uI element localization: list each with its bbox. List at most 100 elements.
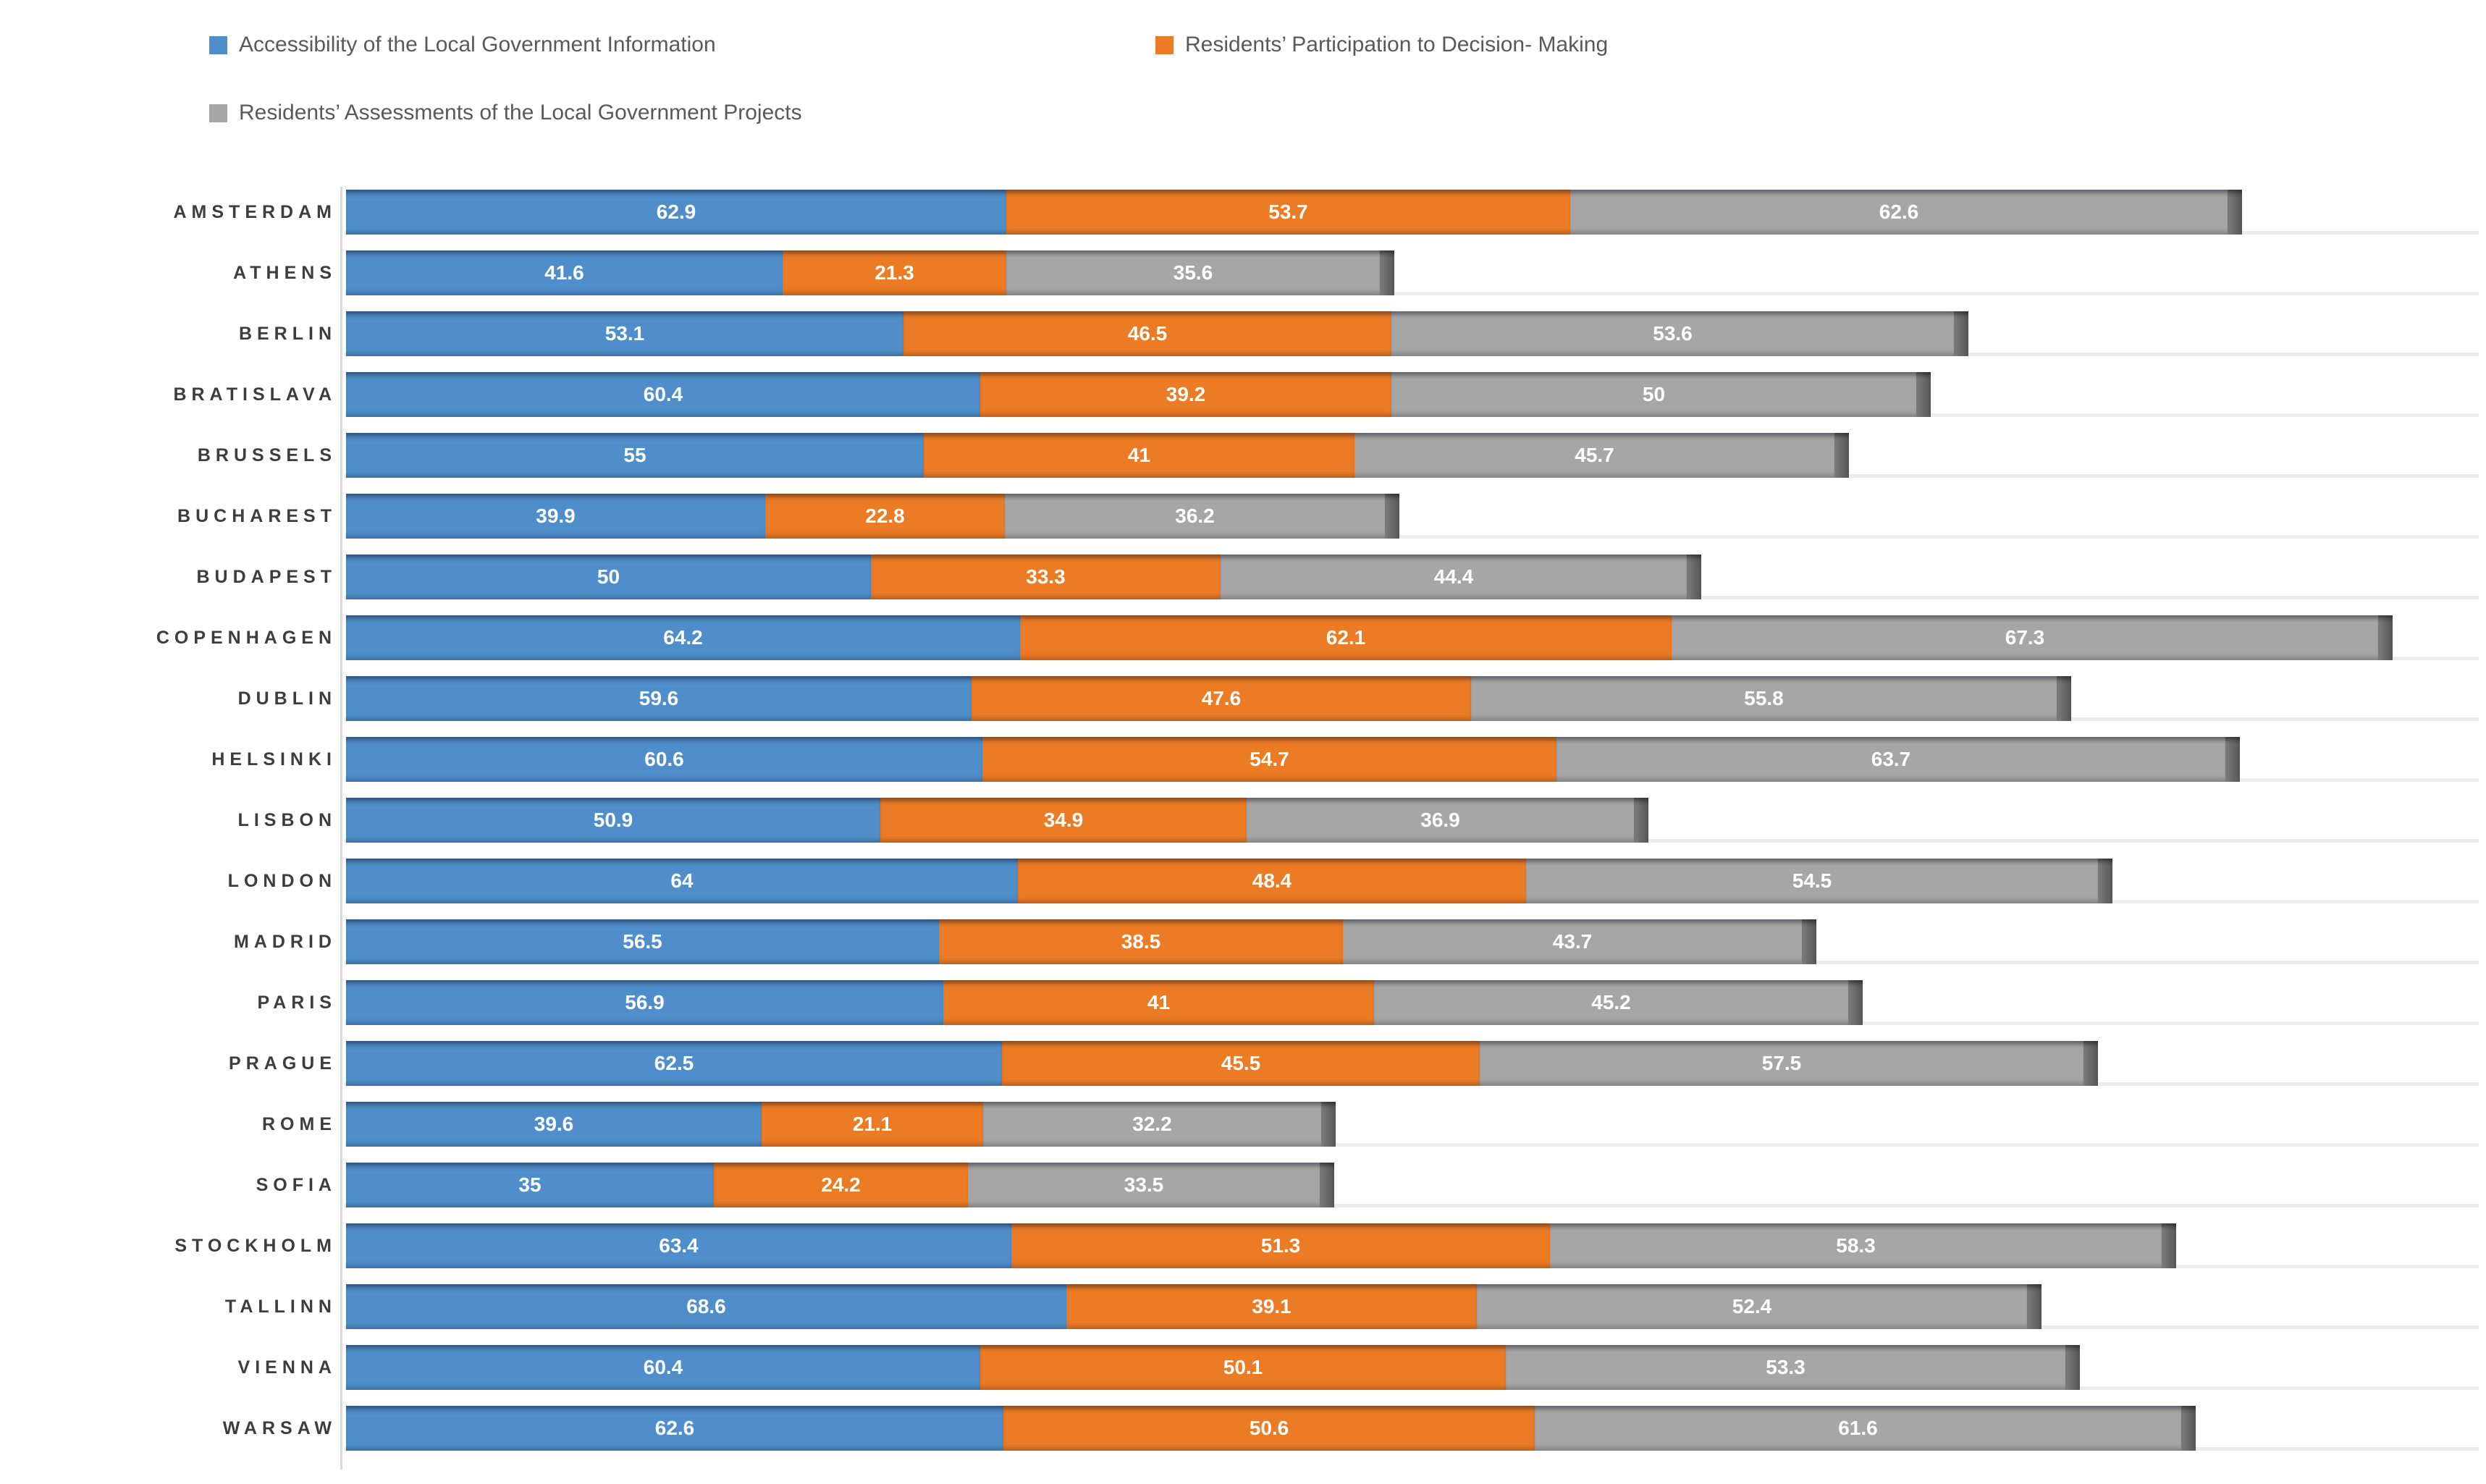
- stacked-bar: 59.6 47.6 55.8: [346, 676, 2071, 721]
- category-label: AMSTERDAM: [173, 202, 337, 222]
- bar-segment: 62.6: [1570, 190, 2228, 235]
- value-label: 55.8: [1744, 687, 1784, 709]
- bar-row: 55 41 45.7: [342, 433, 2482, 494]
- bar-segment: 54.7: [982, 737, 1556, 782]
- value-label: 61.6: [1838, 1417, 1878, 1439]
- value-label: 54.5: [1792, 869, 1832, 892]
- bar-segment: 53.7: [1006, 190, 1570, 235]
- bar-segment: 36.9: [1247, 798, 1634, 843]
- axis-wall: [340, 187, 342, 1470]
- bar-segment: 48.4: [1018, 859, 1526, 903]
- stacked-bar: 35 24.2 33.5: [346, 1163, 1334, 1207]
- category-label: PARIS: [257, 992, 337, 1013]
- bar-segment: 62.5: [346, 1041, 1002, 1086]
- stacked-bar: 60.6 54.7 63.7: [346, 737, 2240, 782]
- value-label: 56.5: [623, 930, 662, 953]
- value-label: 41: [1147, 991, 1171, 1013]
- bar-segment: 39.9: [346, 494, 765, 539]
- bar-segment: 62.9: [346, 190, 1006, 235]
- stacked-bar: 56.5 38.5 43.7: [346, 919, 1816, 964]
- category-label: VIENNA: [237, 1357, 337, 1378]
- bar-segment: 58.3: [1550, 1223, 2162, 1268]
- stacked-bar: 50.9 34.9 36.9: [346, 798, 1648, 843]
- stacked-bar: 55 41 45.7: [346, 433, 1849, 478]
- legend-label: Residents’ Participation to Decision- Ma…: [1185, 33, 1609, 56]
- bar-segment: 50: [1391, 372, 1916, 417]
- legend-label: Residents’ Assessments of the Local Gove…: [239, 101, 802, 125]
- category-label: WARSAW: [222, 1418, 337, 1438]
- value-label: 39.9: [536, 505, 576, 527]
- value-label: 32.2: [1132, 1113, 1172, 1135]
- value-label: 60.4: [643, 383, 683, 405]
- stacked-bar: 39.9 22.8 36.2: [346, 494, 1399, 539]
- bar-segment: 45.7: [1354, 433, 1834, 478]
- bar-segment: 33.5: [968, 1163, 1320, 1207]
- bar-segment: 62.1: [1020, 615, 1672, 660]
- value-label: 45.5: [1221, 1052, 1261, 1074]
- bar-segment: 45.2: [1374, 980, 1848, 1025]
- stacked-bar: 60.4 50.1 53.3: [346, 1345, 2080, 1390]
- value-label: 60.4: [643, 1356, 683, 1378]
- row-gridline: [345, 1204, 2479, 1207]
- bar-segment: 21.3: [783, 250, 1006, 295]
- bar-row: 53.1 46.5 53.6: [342, 311, 2482, 372]
- bar-segment: 46.5: [903, 311, 1391, 356]
- bar-segment: 32.2: [983, 1102, 1321, 1147]
- value-label: 50.1: [1223, 1356, 1263, 1378]
- bar-segment: 67.3: [1672, 615, 2378, 660]
- legend-item-participation: Residents’ Participation to Decision- Ma…: [1155, 32, 1608, 58]
- bar-row: 59.6 47.6 55.8: [342, 676, 2482, 737]
- bar-segment: 45.5: [1002, 1041, 1480, 1086]
- category-axis: AMSTERDAM ATHENS BERLIN BRATISLAVA BRUSSELS B…: [0, 190, 332, 1467]
- value-label: 46.5: [1127, 322, 1168, 345]
- value-label: 43.7: [1552, 930, 1593, 953]
- value-label: 67.3: [2005, 626, 2045, 649]
- stacked-bar: 63.4 51.3 58.3: [346, 1223, 2176, 1268]
- bar-end-cap: [2098, 859, 2112, 903]
- bar-segment: 39.6: [346, 1102, 762, 1147]
- category-label: MADRID: [234, 932, 337, 952]
- category-label: BRUSSELS: [197, 445, 337, 465]
- value-label: 63.7: [1871, 748, 1911, 770]
- value-label: 62.9: [656, 201, 696, 223]
- value-label: 63.4: [659, 1234, 699, 1257]
- bar-segment: 55: [346, 433, 924, 478]
- value-label: 50.9: [593, 809, 633, 831]
- bar-row: 39.6 21.1 32.2: [342, 1102, 2482, 1163]
- bar-segment: 62.6: [346, 1406, 1003, 1451]
- value-label: 33.3: [1026, 565, 1066, 588]
- bar-segment: 56.9: [346, 980, 943, 1025]
- bar-segment: 54.5: [1526, 859, 2098, 903]
- category-label: STOCKHOLM: [174, 1236, 337, 1256]
- bar-row: 62.6 50.6 61.6: [342, 1406, 2482, 1467]
- stacked-bar: 62.5 45.5 57.5: [346, 1041, 2098, 1086]
- bar-segment: 50.1: [980, 1345, 1506, 1390]
- value-label: 35: [518, 1173, 542, 1196]
- bar-row: 41.6 21.3 35.6: [342, 250, 2482, 311]
- bar-end-cap: [1385, 494, 1399, 539]
- category-label: BRATISLAVA: [173, 384, 337, 405]
- bar-end-cap: [1320, 1163, 1334, 1207]
- bar-end-cap: [1687, 555, 1701, 599]
- stacked-bar: 64 48.4 54.5: [346, 859, 2112, 903]
- bar-segment: 39.1: [1066, 1284, 1477, 1329]
- bar-segment: 60.6: [346, 737, 982, 782]
- value-label: 50: [1642, 383, 1666, 405]
- stacked-bar: 62.9 53.7 62.6: [346, 190, 2242, 235]
- value-label: 62.1: [1326, 626, 1366, 649]
- bar-segment: 60.4: [346, 1345, 980, 1390]
- legend-item-assessments: Residents’ Assessments of the Local Gove…: [209, 100, 802, 126]
- stacked-bar: 68.6 39.1 52.4: [346, 1284, 2042, 1329]
- bar-segment: 22.8: [765, 494, 1005, 539]
- bar-end-cap: [2225, 737, 2240, 782]
- value-label: 38.5: [1121, 930, 1161, 953]
- bar-segment: 64: [346, 859, 1018, 903]
- value-label: 53.6: [1653, 322, 1693, 345]
- bar-segment: 53.1: [346, 311, 903, 356]
- value-label: 60.6: [644, 748, 684, 770]
- value-label: 44.4: [1433, 565, 1474, 588]
- value-label: 36.9: [1420, 809, 1460, 831]
- bar-end-cap: [2065, 1345, 2080, 1390]
- category-label: LONDON: [227, 871, 337, 891]
